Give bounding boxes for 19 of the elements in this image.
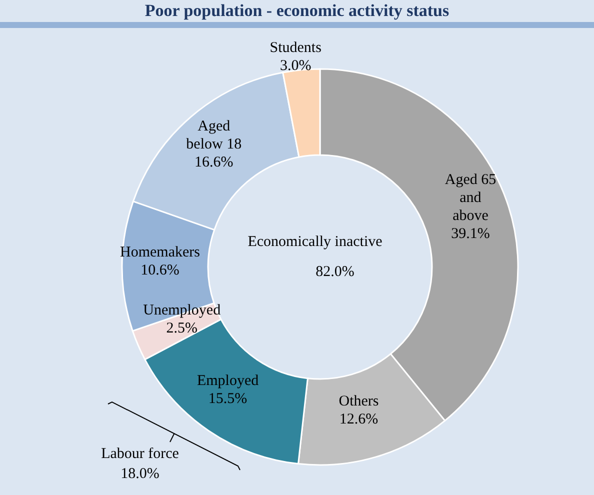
data-label: 16.6% [194, 154, 234, 171]
slice-label: Employed [196, 373, 260, 390]
text: 18.0% [120, 466, 160, 482]
chart-title: Poor population - economic activity status [0, 0, 594, 22]
slice-label: Others [338, 394, 379, 410]
data-label: 3.0% [280, 58, 312, 74]
slice-label: Students [270, 40, 322, 56]
data-label: 12.6% [339, 412, 378, 428]
text: 82.0% [314, 264, 356, 281]
slice-label: Aged below 18 [186, 118, 242, 153]
slice-label: Homemakers [120, 244, 200, 260]
slice-label: Aged 65 and above [444, 172, 496, 224]
slice-label: Unemployed [143, 302, 222, 318]
data-label: 10.6% [140, 262, 180, 278]
data-label: 15.5% [208, 391, 248, 408]
data-label: 2.5% [166, 320, 198, 336]
text: Economically inactive [246, 234, 384, 251]
text: Labour force [101, 446, 179, 462]
data-label: 39.1% [451, 226, 490, 242]
